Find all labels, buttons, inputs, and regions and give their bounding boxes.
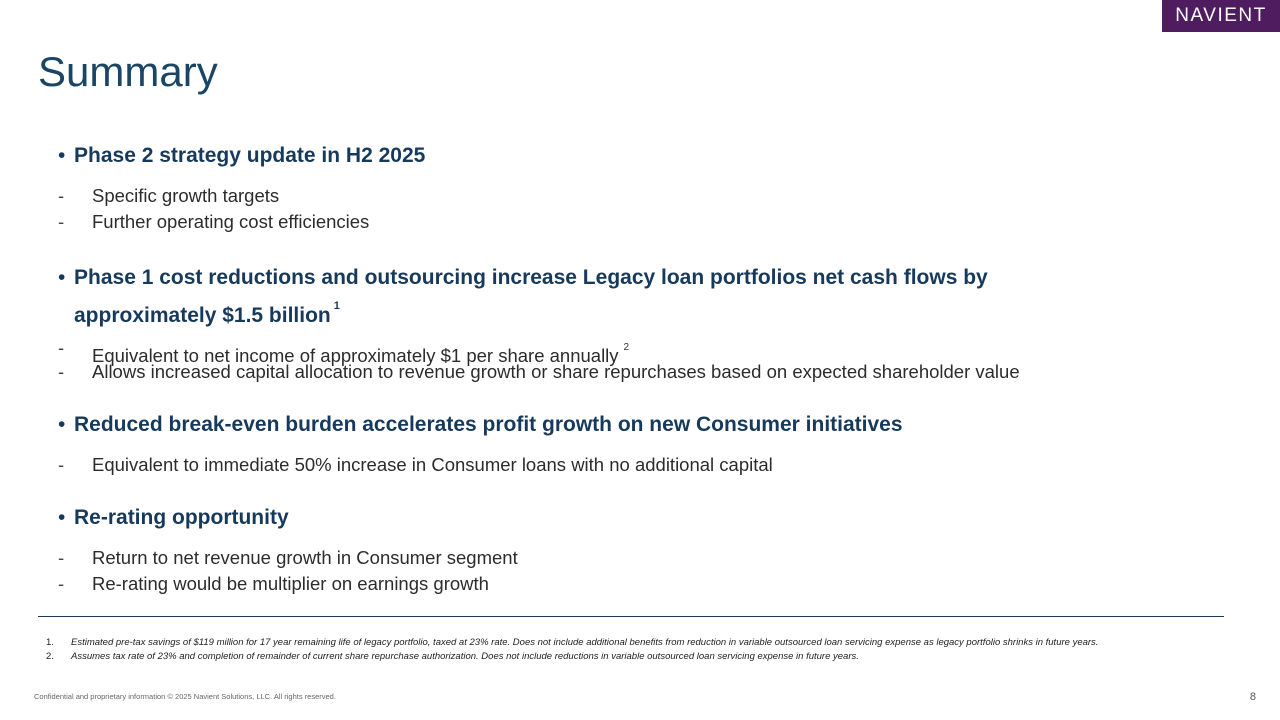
bullet-heading: Re-rating opportunity bbox=[74, 503, 1238, 532]
dash-marker: - bbox=[58, 571, 64, 597]
dash-marker: - bbox=[58, 452, 64, 478]
dash-marker: - bbox=[58, 335, 64, 361]
bullet-heading-line-1: Phase 1 cost reductions and outsourcing … bbox=[74, 266, 988, 289]
sub-item: - Specific growth targets bbox=[58, 183, 279, 209]
dash-marker: - bbox=[58, 209, 64, 235]
confidential-notice: Confidential and proprietary information… bbox=[34, 692, 336, 701]
sub-item: - Further operating cost efficiencies bbox=[58, 209, 369, 235]
bullet-phase-2: • Phase 2 strategy update in H2 2025 bbox=[58, 141, 1238, 170]
dash-marker: - bbox=[58, 359, 64, 385]
sub-item: - Allows increased capital allocation to… bbox=[58, 359, 1020, 385]
bullet-heading: Reduced break-even burden accelerates pr… bbox=[74, 410, 1238, 439]
sub-item: - Return to net revenue growth in Consum… bbox=[58, 545, 518, 571]
bullet-dot: • bbox=[58, 410, 65, 439]
dash-marker: - bbox=[58, 545, 64, 571]
footnote-ref: 1 bbox=[334, 300, 340, 312]
sub-item-text: Allows increased capital allocation to r… bbox=[92, 359, 1020, 385]
footnote-number: 1. bbox=[46, 636, 54, 650]
footnote-text: Estimated pre-tax savings of $119 millio… bbox=[71, 636, 1098, 650]
footnote-number: 2. bbox=[46, 650, 54, 664]
footnote-text: Assumes tax rate of 23% and completion o… bbox=[71, 650, 859, 664]
bullet-break-even: • Reduced break-even burden accelerates … bbox=[58, 410, 1238, 439]
footnote-ref: 2 bbox=[624, 342, 630, 353]
bullet-re-rating: • Re-rating opportunity bbox=[58, 503, 1238, 532]
bullet-dot: • bbox=[58, 141, 65, 170]
sub-item-text: Return to net revenue growth in Consumer… bbox=[92, 545, 518, 571]
footnotes: 1. Estimated pre-tax savings of $119 mil… bbox=[46, 636, 1266, 664]
sub-item: - Equivalent to immediate 50% increase i… bbox=[58, 452, 773, 478]
bullet-heading: Phase 2 strategy update in H2 2025 bbox=[74, 141, 1238, 170]
sub-item: - Re-rating would be multiplier on earni… bbox=[58, 571, 489, 597]
sub-item-text: Further operating cost efficiencies bbox=[92, 209, 369, 235]
bullet-heading-line-2: approximately $1.5 billion bbox=[74, 304, 331, 327]
bullet-dot: • bbox=[58, 263, 65, 292]
bullet-dot: • bbox=[58, 503, 65, 532]
sub-item-text: Specific growth targets bbox=[92, 183, 279, 209]
bullet-heading: Phase 1 cost reductions and outsourcing … bbox=[74, 263, 1238, 330]
footnote-2: 2. Assumes tax rate of 23% and completio… bbox=[46, 650, 1266, 664]
page-number: 8 bbox=[1250, 691, 1256, 703]
footnote-1: 1. Estimated pre-tax savings of $119 mil… bbox=[46, 636, 1266, 650]
page-title: Summary bbox=[38, 48, 218, 96]
footnote-divider bbox=[38, 616, 1224, 617]
navient-logo: NAVIENT bbox=[1162, 0, 1280, 32]
sub-item-text: Re-rating would be multiplier on earning… bbox=[92, 571, 489, 597]
bullet-phase-1: • Phase 1 cost reductions and outsourcin… bbox=[58, 263, 1238, 330]
dash-marker: - bbox=[58, 183, 64, 209]
sub-item-text: Equivalent to immediate 50% increase in … bbox=[92, 452, 773, 478]
